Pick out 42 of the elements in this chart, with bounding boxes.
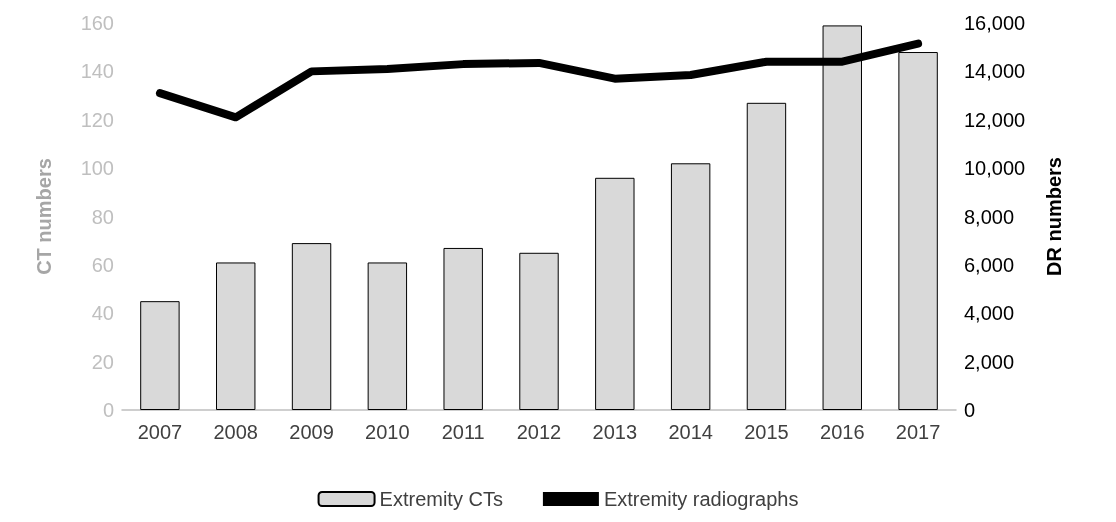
y2-tick-label: 8,000 <box>964 205 1015 228</box>
y2-tick-label: 12,000 <box>964 108 1026 131</box>
y-tick-label: 80 <box>91 205 114 228</box>
x-tick-label: 2015 <box>744 421 789 443</box>
y-tick-label: 140 <box>80 60 114 83</box>
y2-tick-label: 0 <box>964 399 976 421</box>
y-tick-label: 120 <box>80 108 114 131</box>
y-tick-label: 100 <box>80 157 114 180</box>
x-tick-label: 2012 <box>516 421 562 443</box>
x-tick-label: 2013 <box>592 421 638 443</box>
x-tick-label: 2011 <box>441 421 485 443</box>
x-tick-label: 2009 <box>289 421 334 443</box>
bar <box>291 243 332 410</box>
bar <box>367 262 408 410</box>
bar <box>670 163 711 410</box>
legend-label: Extremity CTs <box>379 488 503 510</box>
y2-tick-label: 16,000 <box>964 12 1026 34</box>
bar <box>216 262 256 410</box>
x-tick-label: 2016 <box>820 421 865 443</box>
x-tick-label: 2007 <box>137 421 183 443</box>
x-tick-label: 2010 <box>365 421 410 443</box>
y2-tick-label: 14,000 <box>964 60 1026 83</box>
y-tick-label: 0 <box>102 399 114 421</box>
y2-axis-title: DR numbers <box>1043 157 1065 276</box>
bar <box>746 102 787 410</box>
y-axis-title: CT numbers <box>33 158 55 275</box>
legend-label: Extremity radiographs <box>603 488 799 510</box>
x-tick-label: 2017 <box>895 421 941 443</box>
bar <box>595 177 635 410</box>
y-tick-label: 20 <box>91 350 114 373</box>
y-tick-label: 40 <box>91 302 114 325</box>
bar <box>443 247 483 410</box>
y2-tick-label: 2,000 <box>964 350 1015 373</box>
bar <box>140 301 180 410</box>
y-tick-label: 60 <box>91 253 114 276</box>
y2-tick-label: 10,000 <box>964 157 1026 180</box>
y-tick-label: 160 <box>80 12 114 34</box>
y2-tick-label: 6,000 <box>964 253 1015 276</box>
bar <box>519 252 559 410</box>
x-tick-label: 2008 <box>213 421 258 443</box>
y2-tick-label: 4,000 <box>964 302 1015 325</box>
x-tick-label: 2014 <box>668 421 713 443</box>
